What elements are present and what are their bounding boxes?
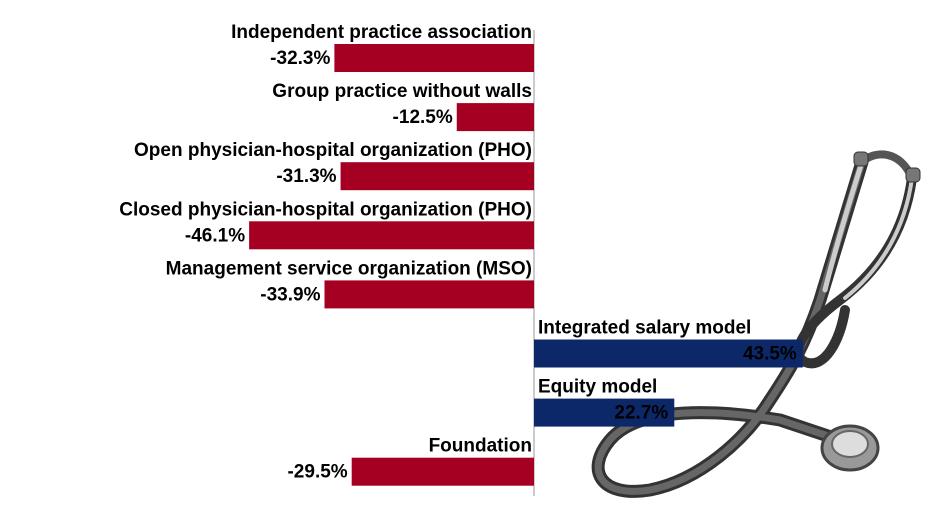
bar xyxy=(341,162,534,190)
category-label: Open physician-hospital organization (PH… xyxy=(134,140,532,161)
chart: Independent practice association -32.3% Gr… xyxy=(0,0,932,518)
bar xyxy=(457,103,534,131)
category-label: Group practice without walls xyxy=(272,81,532,102)
category-label: Management service organization (MSO) xyxy=(166,258,532,279)
value-label: -29.5% xyxy=(287,462,347,483)
bar xyxy=(324,280,534,308)
category-label: Equity model xyxy=(538,377,657,398)
value-label: 43.5% xyxy=(743,344,797,365)
bar xyxy=(334,44,534,72)
value-label: -33.9% xyxy=(260,284,320,305)
value-label: -46.1% xyxy=(185,225,245,246)
value-label: -31.3% xyxy=(276,166,336,187)
bar xyxy=(249,221,534,249)
category-label: Foundation xyxy=(429,436,532,457)
value-label: -12.5% xyxy=(393,107,453,128)
category-label: Closed physician-hospital organization (… xyxy=(119,199,532,220)
bar xyxy=(352,458,534,486)
category-label: Integrated salary model xyxy=(538,318,751,339)
value-label: 22.7% xyxy=(614,403,668,424)
value-label: -32.3% xyxy=(270,48,330,69)
category-label: Independent practice association xyxy=(231,22,532,43)
